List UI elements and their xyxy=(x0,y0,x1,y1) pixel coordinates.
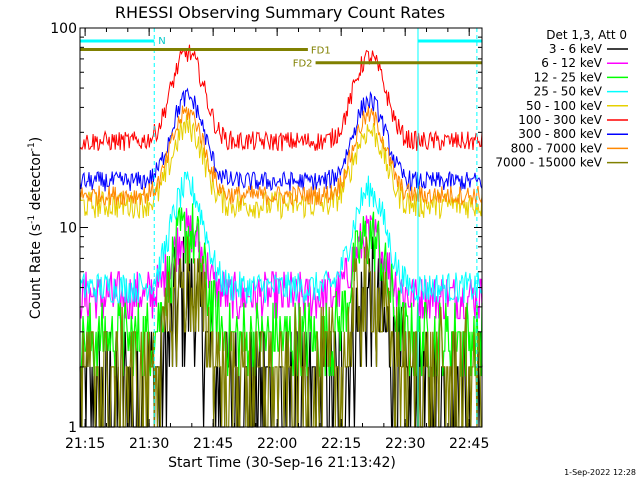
y-tick-label-0: 1 xyxy=(68,420,77,436)
generated-timestamp: 1-Sep-2022 12:28 xyxy=(564,468,636,477)
legend-label-8: 7000 - 15000 keV xyxy=(495,156,602,170)
x-tick-label-6: 22:45 xyxy=(449,436,489,452)
legend-label-6: 300 - 800 keV xyxy=(518,127,602,141)
series-line-8 xyxy=(80,236,482,428)
series-line-4 xyxy=(79,114,483,221)
y-axis-label-part-3: ) xyxy=(28,137,44,142)
x-tick-label-4: 22:15 xyxy=(321,436,361,452)
legend-label-1: 6 - 12 keV xyxy=(541,56,603,70)
series-line-6 xyxy=(79,87,483,192)
legend-label-7: 800 - 7000 keV xyxy=(511,141,603,155)
series-line-1 xyxy=(79,208,483,320)
y-axis-label-sup-1: -1 xyxy=(27,215,37,224)
annotation-layer: N FD1 FD2 xyxy=(79,28,482,427)
y-axis-label-part-1: Count Rate (s xyxy=(28,224,44,319)
x-tick-label-5: 22:30 xyxy=(385,436,425,452)
legend-label-2: 12 - 25 keV xyxy=(534,70,603,84)
x-axis-label: Start Time (30-Sep-16 21:13:42) xyxy=(168,455,396,471)
night-label: N xyxy=(158,36,165,47)
legend-label-5: 100 - 300 keV xyxy=(518,113,602,127)
x-tick-label-0: 21:15 xyxy=(65,436,105,452)
fd1-label: FD1 xyxy=(311,46,331,57)
legend-label-3: 25 - 50 keV xyxy=(534,85,603,99)
legend-label-4: 50 - 100 keV xyxy=(526,99,603,113)
y-axis-label: Count Rate (s-1 detector-1) xyxy=(27,137,44,319)
y-tick-label-1: 10 xyxy=(59,221,77,237)
legend-label-0: 3 - 6 keV xyxy=(549,42,603,56)
x-tick-label-1: 21:30 xyxy=(129,436,169,452)
y-axis-label-sup-2: -1 xyxy=(27,142,37,151)
fd2-label: FD2 xyxy=(293,59,313,70)
axis-layer: 21:15 21:30 21:45 22:00 22:15 22:30 22:45 1 10 10… xyxy=(50,21,489,452)
x-tick-label-3: 22:00 xyxy=(257,436,297,452)
chart-title: RHESSI Observing Summary Count Rates xyxy=(115,3,445,22)
y-tick-label-2: 100 xyxy=(50,21,77,37)
series-layer xyxy=(79,44,483,428)
legend-header: Det 1,3, Att 0 xyxy=(546,28,627,42)
series-line-3 xyxy=(79,171,483,304)
x-tick-label-2: 21:45 xyxy=(193,436,233,452)
series-line-5 xyxy=(79,44,483,152)
series-line-7 xyxy=(79,105,483,207)
y-axis-label-part-2: detector xyxy=(28,151,44,215)
